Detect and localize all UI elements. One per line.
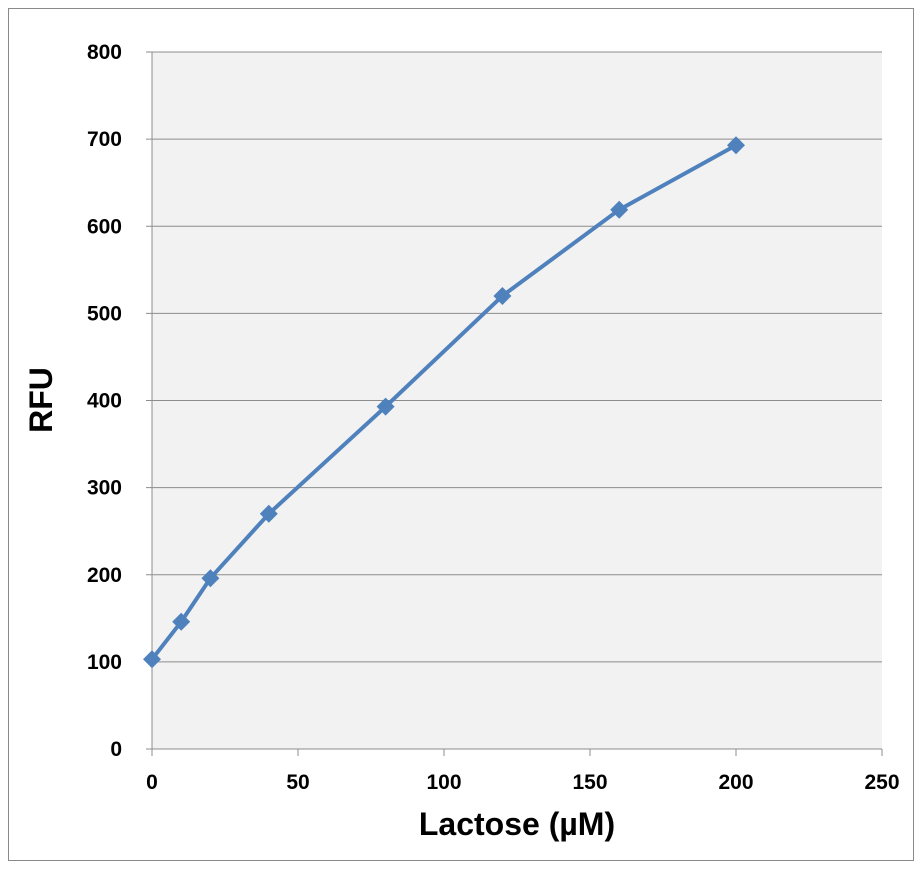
y-tick-label: 500 (87, 302, 122, 325)
series-layer (143, 136, 745, 669)
x-tick-label: 100 (426, 771, 461, 794)
data-point-marker (172, 612, 191, 631)
data-point-marker (493, 286, 512, 305)
x-tick-label: 150 (572, 771, 607, 794)
y-tick-label: 100 (87, 651, 122, 674)
y-tick-label: 0 (110, 738, 122, 761)
x-tick-label: 250 (864, 771, 899, 794)
data-point-marker (376, 397, 395, 416)
tick-labels: 0 100 200 300 400 500 600 700 800 0 50 100 150 200 250 (87, 41, 900, 794)
data-point-marker (201, 569, 220, 588)
data-point-marker (143, 650, 161, 669)
y-tick-label: 200 (87, 564, 122, 587)
data-point-marker (727, 136, 745, 155)
y-tick-label: 400 (87, 390, 122, 413)
y-tick-label: 800 (87, 41, 122, 64)
y-tick-label: 700 (87, 128, 122, 151)
grid-lines (152, 51, 882, 663)
y-axis-title: RFU (23, 367, 59, 433)
x-tick-label: 50 (286, 771, 309, 794)
series-line (150, 143, 738, 662)
data-point-marker (259, 504, 278, 523)
axes (146, 51, 883, 756)
x-axis-title: Lactose (µM) (419, 806, 615, 842)
y-tick-label: 600 (87, 215, 122, 238)
x-tick-label: 0 (146, 771, 158, 794)
data-point-marker (610, 200, 629, 219)
y-tick-label: 300 (87, 477, 122, 500)
x-tick-label: 200 (718, 771, 753, 794)
